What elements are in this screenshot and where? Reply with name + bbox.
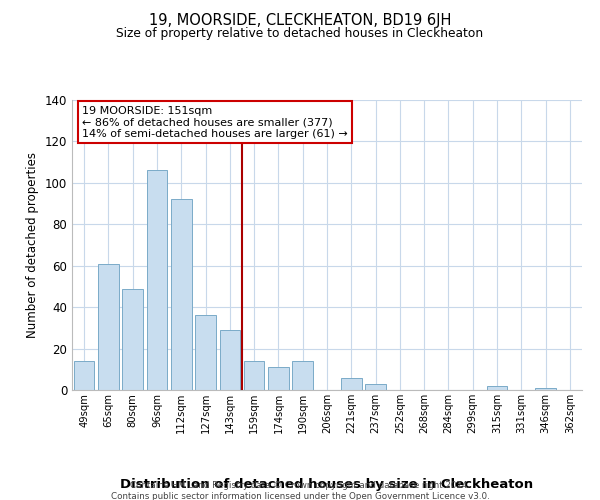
Bar <box>535 388 556 390</box>
Bar <box>292 361 313 390</box>
Text: Contains HM Land Registry data © Crown copyright and database right 2024.: Contains HM Land Registry data © Crown c… <box>130 481 470 490</box>
Bar <box>195 316 216 390</box>
Text: 19, MOORSIDE, CLECKHEATON, BD19 6JH: 19, MOORSIDE, CLECKHEATON, BD19 6JH <box>149 12 451 28</box>
X-axis label: Distribution of detached houses by size in Cleckheaton: Distribution of detached houses by size … <box>121 478 533 490</box>
Bar <box>171 200 191 390</box>
Text: 19 MOORSIDE: 151sqm
← 86% of detached houses are smaller (377)
14% of semi-detac: 19 MOORSIDE: 151sqm ← 86% of detached ho… <box>82 106 348 139</box>
Bar <box>146 170 167 390</box>
Text: Size of property relative to detached houses in Cleckheaton: Size of property relative to detached ho… <box>116 28 484 40</box>
Bar <box>487 386 508 390</box>
Bar <box>244 361 265 390</box>
Bar <box>122 288 143 390</box>
Bar <box>220 330 240 390</box>
Bar <box>98 264 119 390</box>
Y-axis label: Number of detached properties: Number of detached properties <box>26 152 39 338</box>
Text: Contains public sector information licensed under the Open Government Licence v3: Contains public sector information licen… <box>110 492 490 500</box>
Bar <box>365 384 386 390</box>
Bar <box>74 361 94 390</box>
Bar <box>341 378 362 390</box>
Bar <box>268 367 289 390</box>
